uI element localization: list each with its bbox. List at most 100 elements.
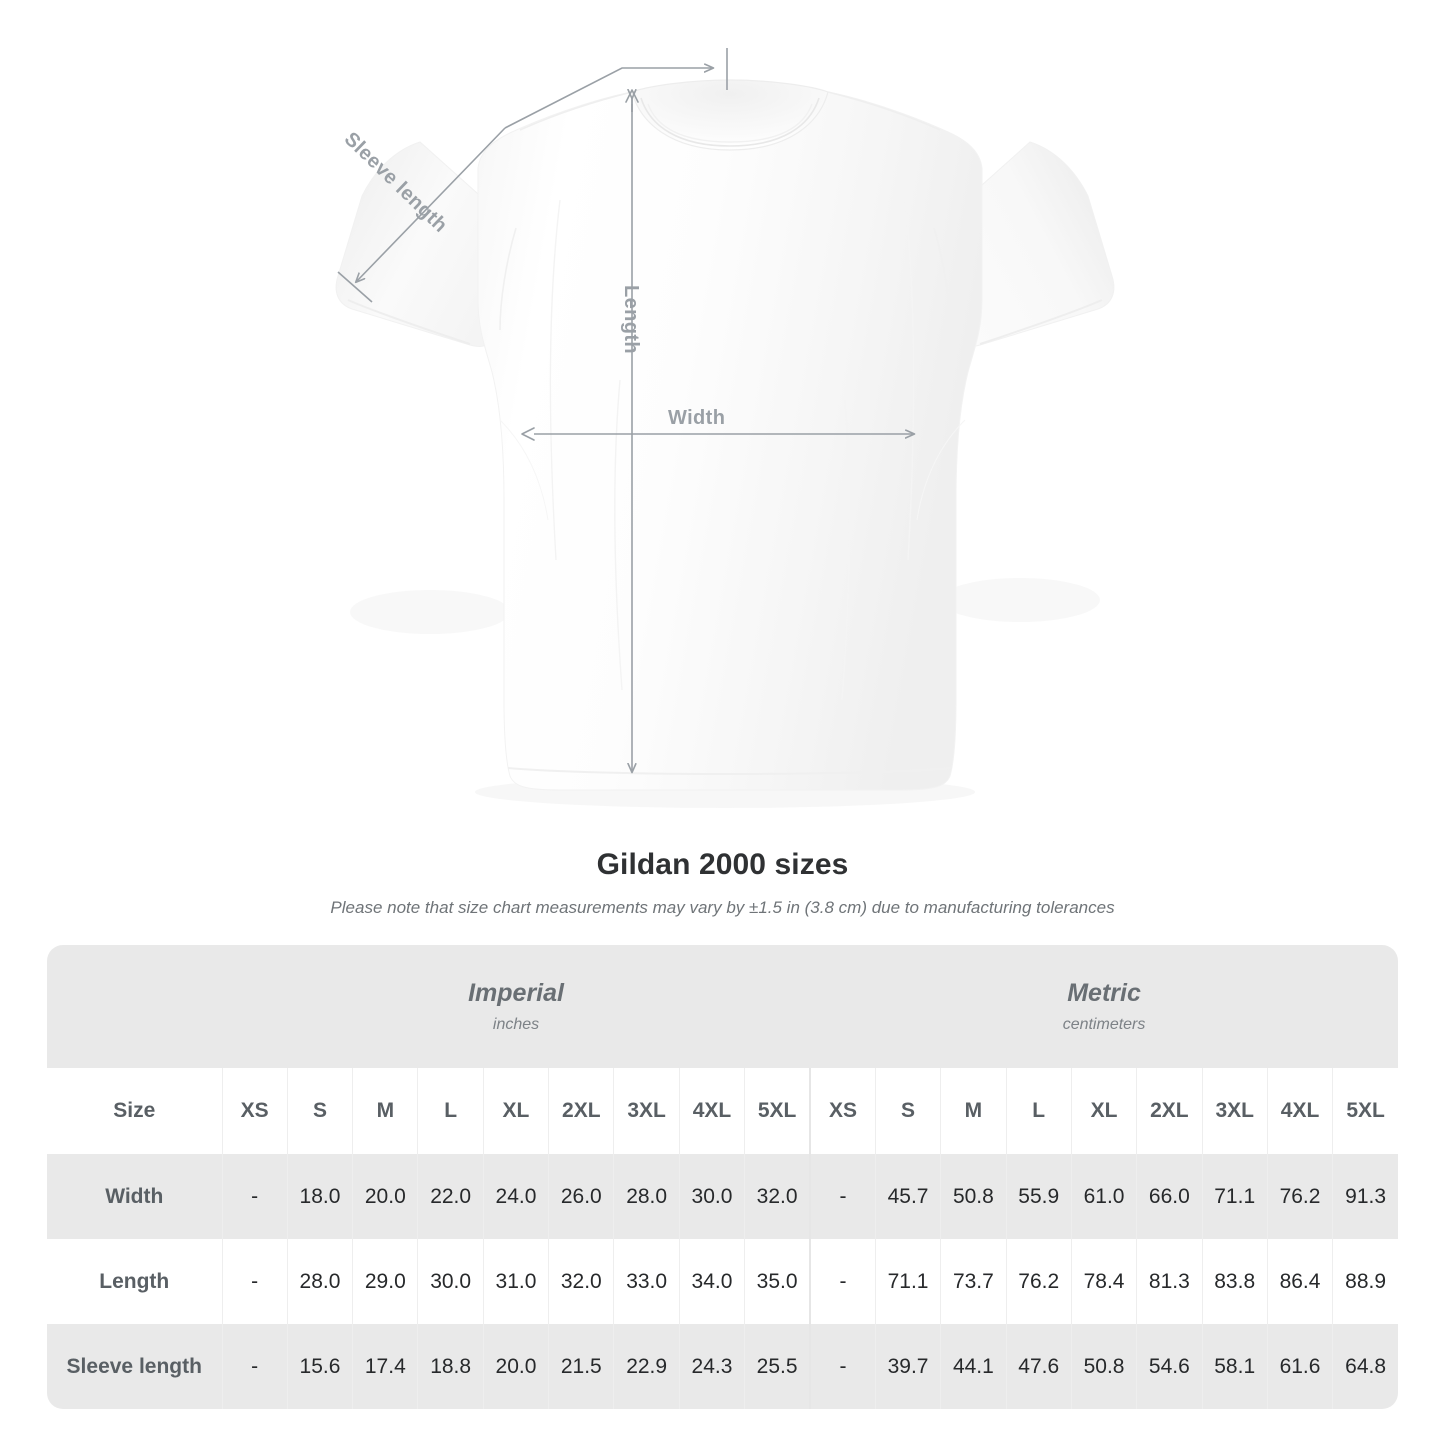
size-header-imp-xl: XL <box>482 1068 549 1154</box>
table-row-width: Width - 18.0 20.0 22.0 24.0 26.0 28.0 30… <box>47 1154 1399 1239</box>
size-header-met-s: S <box>874 1068 941 1154</box>
cell-width-imp-l: 22.0 <box>417 1154 484 1239</box>
cell-sleeve-met-m: 44.1 <box>940 1324 1007 1409</box>
size-header-label: Size <box>47 1068 222 1154</box>
cell-width-imp-3xl: 28.0 <box>613 1154 680 1239</box>
cell-width-met-xs: - <box>809 1154 876 1239</box>
cell-sleeve-imp-5xl: 25.5 <box>744 1324 811 1409</box>
cell-sleeve-imp-xs: - <box>221 1324 288 1409</box>
cell-length-met-4xl: 86.4 <box>1266 1239 1333 1324</box>
cell-length-imp-5xl: 35.0 <box>744 1239 811 1324</box>
size-header-met-3xl: 3XL <box>1201 1068 1268 1154</box>
size-header-imp-m: M <box>352 1068 418 1154</box>
cell-length-met-2xl: 81.3 <box>1136 1239 1203 1324</box>
cell-sleeve-met-3xl: 58.1 <box>1201 1324 1268 1409</box>
tshirt-silhouette <box>335 79 1115 791</box>
cell-length-imp-2xl: 32.0 <box>548 1239 614 1324</box>
unit-header-imperial: Imperial inches <box>222 945 811 1068</box>
cell-sleeve-imp-3xl: 22.9 <box>613 1324 680 1409</box>
size-header-met-l: L <box>1005 1068 1072 1154</box>
unit-header-blank <box>47 945 222 1068</box>
unit-system-header-row: Imperial inches Metric centimeters <box>47 945 1399 1068</box>
size-table-wrapper: Imperial inches Metric centimeters Size … <box>47 945 1399 1409</box>
cell-sleeve-imp-l: 18.8 <box>417 1324 484 1409</box>
cell-width-imp-xs: - <box>221 1154 288 1239</box>
unit-name-imperial: inches <box>492 1016 540 1034</box>
unit-system-name-metric: Metric <box>1067 978 1141 1007</box>
size-header-imp-xs: XS <box>221 1068 288 1154</box>
cell-length-imp-s: 28.0 <box>286 1239 353 1324</box>
cell-width-imp-m: 20.0 <box>352 1154 418 1239</box>
cell-width-imp-xl: 24.0 <box>482 1154 549 1239</box>
cell-sleeve-imp-m: 17.4 <box>352 1324 418 1409</box>
row-label-sleeve-length: Sleeve length <box>47 1324 222 1409</box>
tolerance-note: Please note that size chart measurements… <box>330 898 1115 917</box>
width-arrow-left <box>521 427 535 441</box>
size-header-imp-s: S <box>286 1068 353 1154</box>
size-chart-table: Imperial inches Metric centimeters Size … <box>47 945 1399 1409</box>
cell-width-met-m: 50.8 <box>940 1154 1007 1239</box>
size-header-row: Size XS S M L XL 2XL 3XL 4XL 5XL XS S M … <box>47 1068 1399 1154</box>
size-header-imp-l: L <box>417 1068 484 1154</box>
cell-sleeve-imp-xl: 20.0 <box>482 1324 549 1409</box>
page-title: Gildan 2000 sizes <box>596 848 849 881</box>
cell-length-met-m: 73.7 <box>940 1239 1007 1324</box>
sleeve-length-arrow <box>356 127 506 282</box>
sleeve-end-tick <box>337 271 373 303</box>
cell-width-imp-5xl: 32.0 <box>744 1154 811 1239</box>
unit-name-metric: centimeters <box>1062 1016 1146 1034</box>
cell-width-met-2xl: 66.0 <box>1136 1154 1203 1239</box>
cell-width-met-s: 45.7 <box>874 1154 941 1239</box>
cell-length-met-xl: 78.4 <box>1070 1239 1137 1324</box>
size-header-met-xl: XL <box>1070 1068 1137 1154</box>
cell-sleeve-met-l: 47.6 <box>1005 1324 1072 1409</box>
cell-sleeve-met-xl: 50.8 <box>1070 1324 1137 1409</box>
size-header-imp-5xl: 5XL <box>744 1068 811 1154</box>
cell-sleeve-met-xs: - <box>809 1324 876 1409</box>
cell-length-met-5xl: 88.9 <box>1332 1239 1399 1324</box>
cell-width-met-3xl: 71.1 <box>1201 1154 1268 1239</box>
cell-sleeve-met-4xl: 61.6 <box>1266 1324 1333 1409</box>
cell-sleeve-met-2xl: 54.6 <box>1136 1324 1203 1409</box>
shoulder-reference-line <box>504 68 713 129</box>
cell-length-imp-l: 30.0 <box>417 1239 484 1324</box>
cell-sleeve-imp-2xl: 21.5 <box>548 1324 614 1409</box>
cell-length-met-s: 71.1 <box>874 1239 941 1324</box>
cell-length-met-xs: - <box>809 1239 876 1324</box>
table-row-sleeve-length: Sleeve length - 15.6 17.4 18.8 20.0 21.5… <box>47 1324 1399 1409</box>
size-header-imp-4xl: 4XL <box>678 1068 745 1154</box>
cell-length-imp-3xl: 33.0 <box>613 1239 680 1324</box>
cell-length-imp-m: 29.0 <box>352 1239 418 1324</box>
size-header-met-m: M <box>940 1068 1007 1154</box>
cell-width-met-5xl: 91.3 <box>1332 1154 1399 1239</box>
cell-length-imp-4xl: 34.0 <box>678 1239 745 1324</box>
cell-length-met-l: 76.2 <box>1005 1239 1072 1324</box>
cell-length-imp-xs: - <box>221 1239 288 1324</box>
size-header-imp-3xl: 3XL <box>613 1068 680 1154</box>
cell-length-met-3xl: 83.8 <box>1201 1239 1268 1324</box>
cell-width-imp-s: 18.0 <box>286 1154 353 1239</box>
unit-header-metric: Metric centimeters <box>810 945 1399 1068</box>
table-row-length: Length - 28.0 29.0 30.0 31.0 32.0 33.0 3… <box>47 1239 1399 1324</box>
row-label-width: Width <box>47 1154 222 1239</box>
row-label-length: Length <box>47 1239 222 1324</box>
cell-sleeve-imp-4xl: 24.3 <box>678 1324 745 1409</box>
cell-width-met-l: 55.9 <box>1005 1154 1072 1239</box>
cell-sleeve-met-5xl: 64.8 <box>1332 1324 1399 1409</box>
cell-length-imp-xl: 31.0 <box>482 1239 549 1324</box>
cell-width-imp-4xl: 30.0 <box>678 1154 745 1239</box>
cell-sleeve-met-s: 39.7 <box>874 1324 941 1409</box>
cell-width-met-xl: 61.0 <box>1070 1154 1137 1239</box>
dimension-lines <box>337 48 914 772</box>
size-header-imp-2xl: 2XL <box>548 1068 614 1154</box>
cell-width-met-4xl: 76.2 <box>1266 1154 1333 1239</box>
tshirt-measurement-diagram: Sleeve length Length Width <box>335 48 1115 791</box>
cell-width-imp-2xl: 26.0 <box>548 1154 614 1239</box>
unit-system-name-imperial: Imperial <box>468 978 564 1007</box>
size-header-met-4xl: 4XL <box>1266 1068 1333 1154</box>
size-header-met-xs: XS <box>809 1068 876 1154</box>
cell-sleeve-imp-s: 15.6 <box>286 1324 353 1409</box>
size-header-met-2xl: 2XL <box>1136 1068 1203 1154</box>
size-header-met-5xl: 5XL <box>1332 1068 1399 1154</box>
